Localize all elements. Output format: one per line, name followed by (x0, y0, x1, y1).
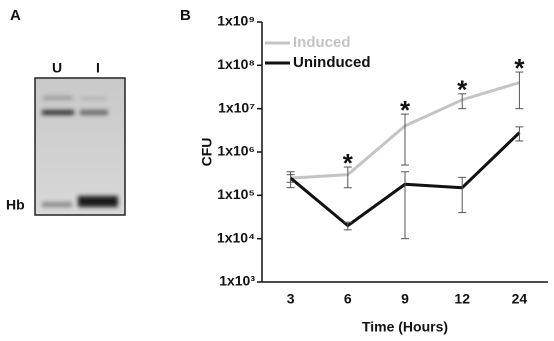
band-label: Hb (6, 197, 25, 213)
error-bar (458, 177, 466, 212)
lane-label: I (96, 60, 100, 76)
legend-label: Uninduced (293, 54, 371, 71)
significance-mark: * (457, 75, 468, 105)
x-tick-label: 24 (512, 291, 528, 307)
y-tick-label: 1x10⁷ (218, 99, 255, 115)
lane-label: U (52, 60, 62, 76)
gel (35, 78, 125, 215)
significance-mark: * (400, 95, 411, 125)
x-axis-label: Time (Hours) (362, 319, 448, 335)
panel-label: B (180, 7, 191, 24)
y-tick-label: 1x10⁶ (217, 143, 255, 159)
error-bar (401, 172, 409, 239)
panel-label: A (10, 7, 21, 24)
x-tick-label: 12 (454, 291, 470, 307)
x-tick-label: 3 (287, 291, 295, 307)
y-tick-label: 1x10³ (219, 273, 255, 289)
y-tick-label: 1x10⁸ (217, 56, 255, 72)
y-tick-label: 1x10⁵ (217, 186, 255, 202)
x-tick-label: 9 (401, 291, 409, 307)
x-tick-label: 6 (344, 291, 352, 307)
significance-mark: * (343, 148, 354, 178)
significance-mark: * (514, 53, 525, 83)
figure: A B U I Hb Time (Hours) CFU 1x10³ 1x10⁴ 1x… (0, 0, 554, 341)
y-tick-label: 1x10⁴ (217, 229, 255, 245)
y-tick-label: 1x10⁹ (217, 13, 255, 29)
y-axis-label: CFU (199, 138, 215, 167)
legend-label: Induced (293, 34, 351, 51)
